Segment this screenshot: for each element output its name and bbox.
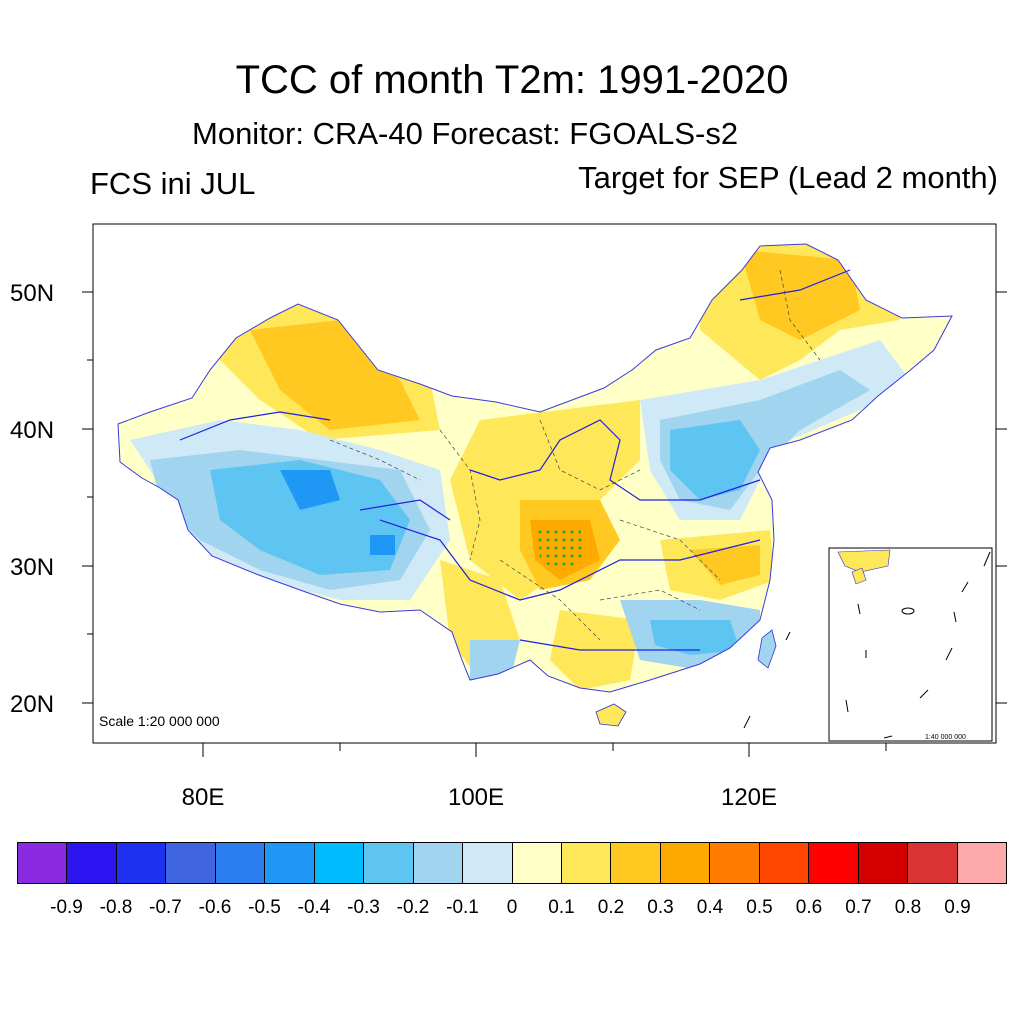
lon-label-120e: 120E [721, 784, 777, 811]
colorbar-swatch [512, 843, 562, 883]
colorbar-swatch [858, 843, 909, 883]
colorbar-label: 0.4 [696, 897, 724, 918]
colorbar-label: 0.2 [597, 897, 625, 918]
colorbar-label: 0.1 [548, 897, 575, 918]
colorbar-swatch [18, 843, 68, 883]
colorbar-swatch [957, 843, 1007, 883]
colorbar-label: -0.2 [396, 897, 430, 918]
rivers [179, 269, 851, 651]
taiwan-island [757, 629, 777, 669]
lat-label-50n: 50N [10, 280, 54, 307]
colorbar-swatch [67, 843, 117, 883]
colorbar-label: 0.6 [795, 897, 823, 918]
hainan-island [595, 703, 627, 727]
colorbar-label: 0 [506, 897, 518, 918]
colorbar-label: -0.8 [99, 897, 133, 918]
colorbar-label: -0.4 [297, 897, 331, 918]
colorbar-label: 0.8 [894, 897, 922, 918]
lat-label-30n: 30N [10, 554, 54, 581]
colorbar-swatch [759, 843, 810, 883]
colorbar-swatch [660, 843, 711, 883]
colorbar-swatch [116, 843, 167, 883]
colorbar-label: -0.6 [198, 897, 232, 918]
colorbar-swatch [809, 843, 859, 883]
south-china-sea-inset: 1:40 000 000 [828, 547, 993, 742]
right-label: Target for SEP (Lead 2 month) [578, 160, 998, 195]
chart-subtitle: Monitor: CRA-40 Forecast: FGOALS-s2 [192, 116, 739, 151]
colorbar-swatch [413, 843, 464, 883]
colorbar-swatch [314, 843, 365, 883]
lon-label-80e: 80E [182, 784, 225, 811]
colorbar-swatch [265, 843, 315, 883]
colorbar-swatch [166, 843, 216, 883]
colorbar-swatch [215, 843, 266, 883]
inset-scale-label: 1:40 000 000 [925, 734, 966, 741]
chart-title: TCC of month T2m: 1991-2020 [235, 58, 789, 102]
colorbar-swatch [908, 843, 958, 883]
colorbar-swatch [364, 843, 414, 883]
colorbar-label: -0.1 [446, 897, 479, 918]
province-boundaries [329, 269, 821, 641]
scale-label: Scale 1:20 000 000 [99, 713, 220, 729]
colorbar-label: -0.9 [50, 897, 83, 918]
colorbar [17, 842, 1007, 884]
colorbar-label: 0.7 [845, 897, 872, 918]
colorbar-swatch [561, 843, 612, 883]
colorbar-label: 0.9 [944, 897, 971, 918]
colorbar-label: 0.3 [647, 897, 674, 918]
colorbar-swatch [463, 843, 513, 883]
colorbar-label: -0.3 [347, 897, 380, 918]
lat-label-20n: 20N [10, 691, 54, 718]
colorbar-swatch [710, 843, 760, 883]
country-outline [117, 243, 953, 693]
lat-label-40n: 40N [10, 417, 54, 444]
colorbar-label: -0.5 [248, 897, 281, 918]
left-label: FCS ini JUL [90, 166, 256, 201]
island-marks [743, 631, 791, 729]
colorbar-label: -0.7 [149, 897, 182, 918]
colorbar-label: 0.5 [746, 897, 773, 918]
lon-label-100e: 100E [448, 784, 504, 811]
axis-ticks [82, 291, 1007, 757]
colorbar-swatch [611, 843, 661, 883]
